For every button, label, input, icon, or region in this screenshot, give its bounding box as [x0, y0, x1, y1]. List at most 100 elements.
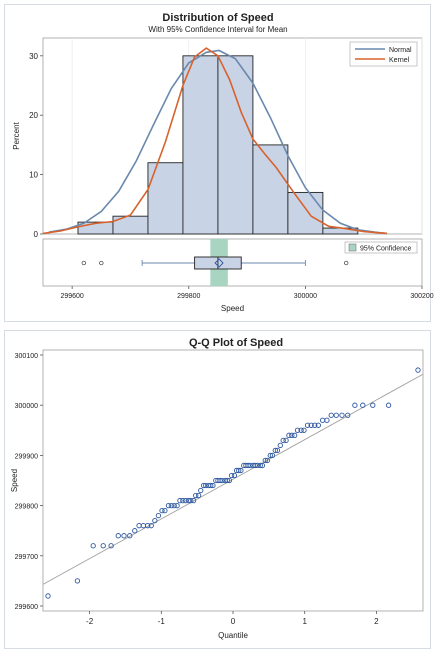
qq-point	[152, 518, 158, 524]
qq-point	[280, 437, 286, 443]
legend-box	[349, 41, 418, 67]
qq-point	[203, 482, 209, 489]
x-tick-label: 299600	[60, 293, 83, 300]
qq-point	[185, 497, 192, 504]
qq-point	[115, 533, 121, 539]
x-tick-label: -2	[86, 617, 94, 626]
legend-label-kernel: Kernel	[389, 57, 410, 64]
ci-legend-box	[344, 241, 418, 254]
y-tick-label: 299900	[15, 453, 38, 460]
histogram-panel: Distribution of Speed With 95% Confidence…	[4, 4, 434, 322]
histogram-bar	[322, 227, 359, 235]
histogram-bar	[217, 55, 254, 235]
qq-point	[339, 412, 345, 418]
qq-point	[269, 452, 276, 459]
qq-point	[262, 457, 268, 464]
qq-point	[177, 497, 183, 504]
qq-point	[180, 497, 186, 504]
qq-point	[145, 523, 151, 529]
qq-point	[228, 472, 235, 479]
qq-point	[286, 432, 292, 438]
qq-point	[74, 578, 81, 584]
histogram-bar	[287, 191, 324, 235]
qq-point	[252, 462, 258, 469]
qq-point	[108, 543, 114, 549]
y-tick-label: 299700	[15, 554, 38, 561]
qq-point	[245, 462, 251, 469]
qq-point	[292, 432, 298, 438]
qq-point	[254, 462, 261, 469]
qq-point	[165, 502, 172, 509]
qq-point	[238, 467, 244, 474]
density-curve-kernel	[42, 47, 388, 235]
qq-point	[45, 593, 51, 599]
legend-label-normal: Normal	[389, 47, 412, 54]
qq-point	[171, 502, 177, 509]
qq-point	[198, 487, 204, 494]
qq-point	[315, 422, 321, 428]
qq-point	[333, 412, 339, 418]
x-tick-label: 1	[302, 617, 307, 626]
y-tick-label: 299800	[15, 504, 38, 511]
density-curve-normal	[48, 49, 388, 235]
qq-point	[155, 512, 162, 519]
boxplot-outlier	[99, 260, 104, 266]
qq-point	[385, 402, 392, 408]
qq-point	[298, 427, 304, 433]
qq-point	[200, 482, 207, 489]
chart-subtitle: With 95% Confidence Interval for Mean	[148, 25, 287, 34]
qq-point	[121, 533, 127, 539]
qq-point	[208, 482, 214, 489]
qq-point	[236, 467, 242, 474]
x-axis-label: Speed	[221, 304, 244, 313]
x-tick-label: 300000	[294, 293, 317, 300]
qq-plot-chart: Q-Q Plot of Speed 299600 299700 299800 29990…	[10, 337, 424, 640]
qq-point	[360, 402, 366, 408]
qq-point	[247, 462, 253, 469]
qq-point	[217, 477, 223, 484]
qq-point	[264, 457, 271, 464]
x-tick-label: 0	[231, 617, 236, 626]
qq-point	[224, 477, 230, 484]
reference-line	[42, 373, 424, 585]
qq-point	[190, 497, 197, 504]
boxplot-outlier	[81, 260, 86, 266]
y-tick-label: 10	[29, 171, 38, 180]
qq-point	[370, 402, 376, 408]
qq-point	[289, 432, 295, 438]
qq-point	[294, 427, 301, 433]
qq-point	[188, 497, 194, 504]
y-axis-label: Speed	[10, 469, 19, 492]
qq-plot-area	[42, 349, 424, 612]
qq-point	[90, 543, 96, 549]
qq-point	[148, 523, 154, 529]
qq-point	[183, 497, 189, 504]
boxplot-mean-marker	[214, 258, 224, 268]
qq-point	[259, 462, 266, 469]
qq-point	[193, 492, 199, 499]
x-axis-label: Quantile	[218, 631, 248, 640]
y-tick-label: 20	[29, 111, 38, 120]
y-tick-label: 0	[34, 230, 39, 239]
qq-point	[272, 447, 278, 454]
qq-point	[195, 492, 202, 499]
histogram-bar	[182, 55, 219, 235]
qq-point	[324, 417, 330, 423]
qq-point	[283, 437, 289, 443]
qq-point	[277, 442, 283, 449]
qq-point	[231, 472, 238, 479]
qq-point	[159, 507, 165, 514]
ci-legend-label: 95% Confidence	[360, 246, 411, 253]
qq-point	[312, 422, 318, 428]
qq-point	[174, 502, 180, 509]
x-tick-label: 2	[374, 617, 379, 626]
qq-point	[226, 477, 233, 484]
qq-point	[257, 462, 263, 469]
qq-point	[127, 533, 133, 539]
chart-title: Distribution of Speed	[162, 12, 273, 24]
x-tick-label: 300200	[410, 293, 433, 300]
histogram-bar	[252, 144, 289, 235]
qq-point	[415, 367, 421, 373]
qq-point	[210, 482, 216, 489]
y-tick-label: 300000	[15, 403, 38, 410]
